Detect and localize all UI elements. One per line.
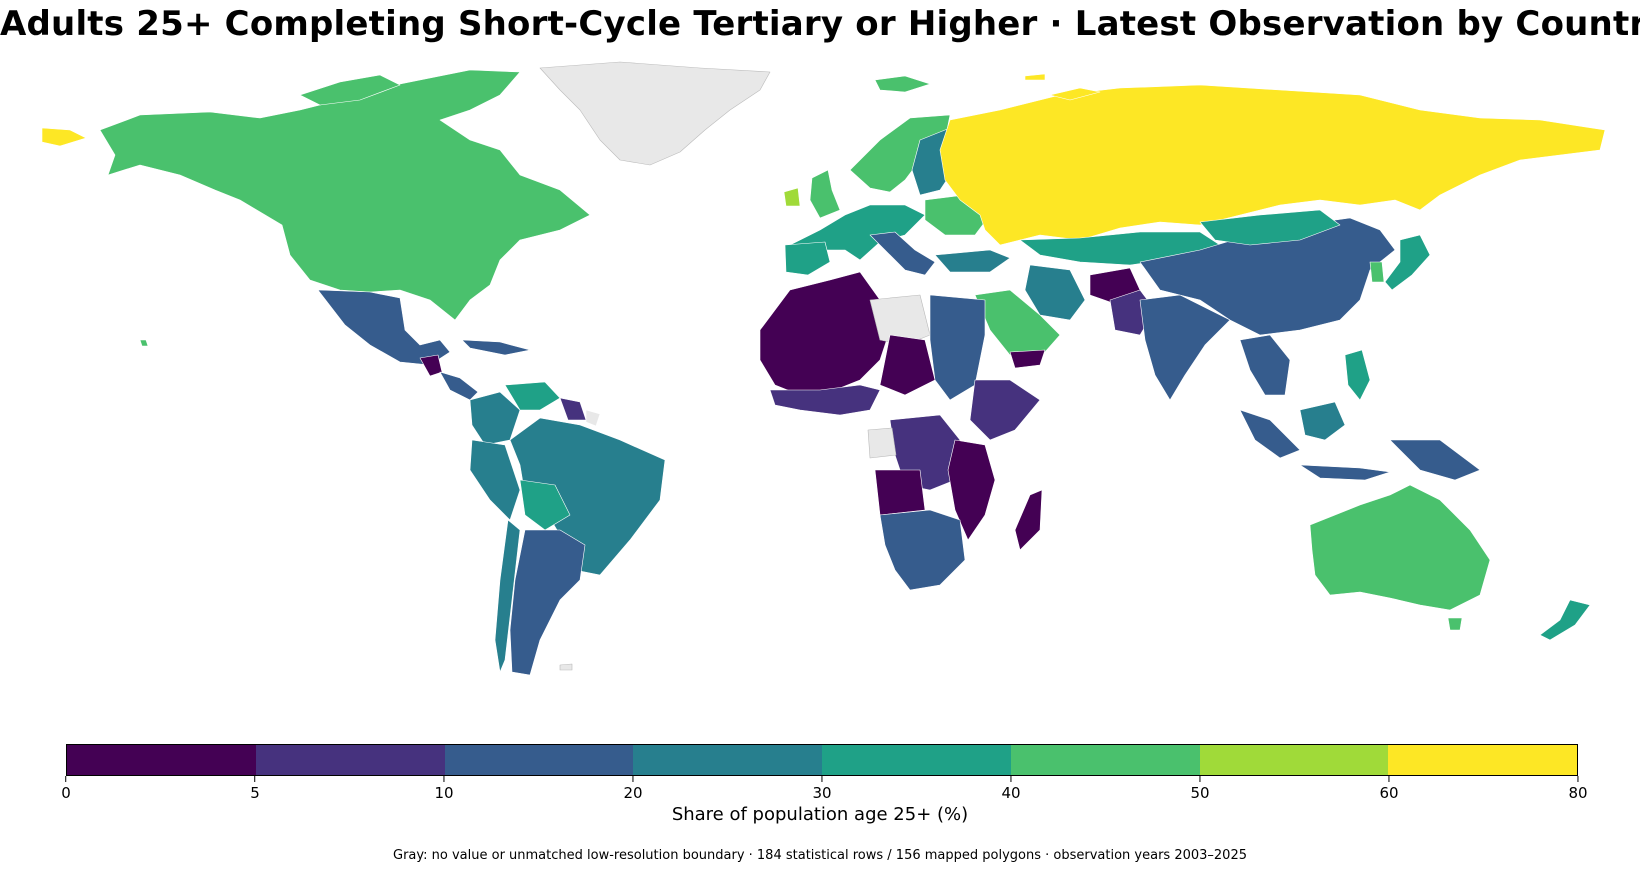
region-iran <box>1024 264 1086 321</box>
colorbar-tick-label: 5 <box>250 784 260 802</box>
region-philippines <box>1344 349 1371 401</box>
colorbar-bin-1 <box>255 745 445 775</box>
region-indonesia-west <box>1239 409 1301 459</box>
colorbar-tick: 40 <box>1001 776 1021 802</box>
region-egypt-sudan <box>929 294 986 401</box>
region-madagascar <box>1014 489 1043 551</box>
region-mexico <box>317 289 451 366</box>
region-central-america <box>419 354 443 377</box>
colorbar-bin-0 <box>67 745 256 775</box>
region-niger-chad <box>879 334 936 396</box>
colorbar-tick: 80 <box>1568 776 1588 802</box>
colorbar-tick-label: 10 <box>434 784 454 802</box>
colorbar-tick: 10 <box>434 776 454 802</box>
region-japan <box>1384 234 1431 291</box>
map-title: Adults 25+ Completing Short-Cycle Tertia… <box>0 4 1640 44</box>
colorbar-bin-6 <box>1199 745 1389 775</box>
region-mongolia <box>1199 209 1341 246</box>
region-indonesia-east <box>1299 464 1391 481</box>
region-iberia <box>784 241 831 276</box>
colorbar-tick-label: 30 <box>812 784 832 802</box>
region-falklands <box>559 663 573 671</box>
region-angola <box>874 469 926 516</box>
region-novaya-zemlya <box>1049 87 1101 101</box>
region-peru <box>469 439 521 521</box>
region-italy-balkans <box>869 231 936 276</box>
region-russia <box>939 84 1606 246</box>
region-turkey <box>934 249 1011 273</box>
region-indochina <box>1239 334 1291 396</box>
region-central-america-south <box>439 371 479 401</box>
colorbar <box>66 744 1578 776</box>
region-india <box>1139 294 1231 401</box>
region-svalbard <box>1024 73 1046 81</box>
region-guianas <box>559 397 587 421</box>
region-french-guiana <box>585 409 601 427</box>
choropleth-map <box>41 61 1606 676</box>
region-australia <box>1309 484 1491 611</box>
region-chile <box>494 519 521 673</box>
colorbar-tick: 20 <box>623 776 643 802</box>
colorbar-tick-label: 0 <box>61 784 71 802</box>
region-horn-of-africa <box>969 379 1041 441</box>
region-arabia <box>974 289 1061 356</box>
colorbar-bin-7 <box>1388 745 1577 775</box>
region-arctic-islands <box>299 74 401 106</box>
colorbar-tick: 50 <box>1190 776 1210 802</box>
region-iceland <box>874 75 931 93</box>
colorbar-bin-2 <box>444 745 634 775</box>
colorbar-tick-label: 50 <box>1190 784 1210 802</box>
colorbar-tick: 60 <box>1379 776 1399 802</box>
region-east-africa <box>947 439 996 541</box>
region-yemen <box>1009 349 1046 369</box>
region-hawaii <box>139 339 149 347</box>
colorbar-tick-label: 80 <box>1568 784 1588 802</box>
region-colombia <box>469 391 521 446</box>
region-venezuela <box>504 381 561 411</box>
region-caribbean <box>461 339 531 356</box>
region-north-africa-west <box>759 271 891 396</box>
colorbar-bin-5 <box>1010 745 1200 775</box>
colorbar-tick-label: 20 <box>623 784 643 802</box>
colorbar-bin-4 <box>822 745 1011 775</box>
region-tasmania <box>1447 617 1463 631</box>
region-korea <box>1369 261 1385 283</box>
region-ireland <box>783 187 801 207</box>
region-north-america <box>99 69 591 321</box>
region-far-east-tip <box>41 127 87 147</box>
region-png <box>1389 439 1481 481</box>
colorbar-tick-label: 60 <box>1379 784 1399 802</box>
region-gabon-congo <box>867 427 897 459</box>
region-uk <box>809 169 841 219</box>
region-greenland <box>539 61 771 166</box>
colorbar-tick-label: 40 <box>1001 784 1021 802</box>
colorbar-tick: 30 <box>812 776 832 802</box>
region-bolivia <box>519 479 571 531</box>
colorbar-bin-3 <box>633 745 822 775</box>
region-west-africa <box>769 384 881 416</box>
region-southern-africa <box>879 509 966 591</box>
colorbar-tick: 0 <box>61 776 71 802</box>
colorbar-tick: 5 <box>250 776 260 802</box>
footnote: Gray: no value or unmatched low-resoluti… <box>393 848 1247 863</box>
region-argentina <box>509 529 586 676</box>
region-new-zealand <box>1539 599 1591 641</box>
colorbar-ticks: 0 5 10 20 30 40 50 60 80 <box>61 776 1588 806</box>
colorbar-label: Share of population age 25+ (%) <box>671 804 969 825</box>
region-borneo <box>1299 401 1346 441</box>
